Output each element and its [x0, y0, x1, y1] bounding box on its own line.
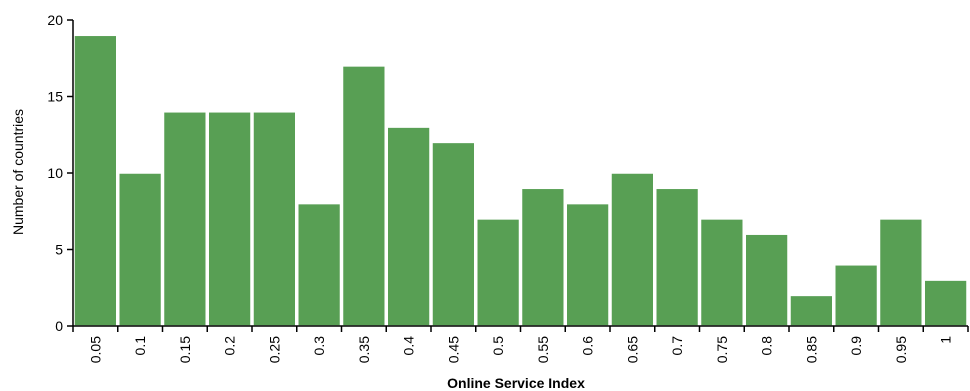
- bar-0.45: [431, 141, 476, 327]
- x-tick-label-0.4: 0.4: [401, 336, 417, 356]
- y-tick-label-15: 15: [47, 89, 63, 105]
- y-tick-label-5: 5: [55, 242, 63, 258]
- x-tick-label-0.75: 0.75: [714, 336, 730, 363]
- x-tick-label-0.85: 0.85: [803, 336, 819, 363]
- bars-group: [73, 34, 968, 327]
- y-axis-title: Number of countries: [10, 109, 26, 235]
- bar-0.15: [162, 111, 207, 327]
- y-axis: 0 5 10 15 20: [47, 12, 74, 334]
- bar-0.3: [297, 202, 342, 327]
- bar-0.55: [520, 187, 565, 327]
- x-tick-label-0.45: 0.45: [445, 336, 461, 363]
- bar-0.4: [386, 126, 431, 327]
- bar-0.1: [118, 172, 163, 327]
- y-tick-label-10: 10: [47, 165, 63, 181]
- x-tick-label-1: 1: [938, 336, 954, 344]
- bar-1: [923, 279, 968, 327]
- x-axis: 0.05 0.1 0.15 0.2 0.25 0.3 0.35 0.4 0.45 0.5 0.55 0…: [72, 325, 969, 363]
- x-tick-label-0.95: 0.95: [893, 336, 909, 363]
- bar-0.25: [252, 111, 297, 327]
- bar-0.85: [789, 294, 834, 327]
- bar-0.35: [341, 65, 386, 327]
- bar-0.75: [699, 218, 744, 327]
- bar-0.7: [655, 187, 700, 327]
- bar-0.9: [834, 264, 879, 327]
- x-tick-label-0.2: 0.2: [222, 336, 238, 356]
- x-tick-label-0.1: 0.1: [132, 336, 148, 356]
- x-tick-label-0.3: 0.3: [311, 336, 327, 356]
- x-tick-label-0.55: 0.55: [535, 336, 551, 363]
- x-tick-label-0.5: 0.5: [490, 336, 506, 356]
- bar-0.6: [565, 202, 610, 327]
- bar-0.05: [73, 34, 118, 327]
- x-axis-title: Online Service Index: [447, 375, 585, 391]
- bar-0.5: [476, 218, 521, 327]
- x-tick-label-0.9: 0.9: [848, 336, 864, 356]
- y-tick-label-0: 0: [55, 318, 63, 334]
- x-tick-label-0.25: 0.25: [266, 336, 282, 363]
- bar-0.2: [207, 111, 252, 327]
- bar-0.95: [878, 218, 923, 327]
- x-tick-label-0.65: 0.65: [624, 336, 640, 363]
- bar-0.8: [744, 233, 789, 327]
- x-tick-label-0.15: 0.15: [177, 336, 193, 363]
- x-tick-label-0.8: 0.8: [759, 336, 775, 356]
- x-tick-label-0.05: 0.05: [87, 336, 103, 363]
- y-tick-label-20: 20: [47, 12, 63, 28]
- x-tick-label-0.6: 0.6: [580, 336, 596, 356]
- x-tick-label-0.35: 0.35: [356, 336, 372, 363]
- bar-0.65: [610, 172, 655, 327]
- x-tick-label-0.7: 0.7: [669, 336, 685, 356]
